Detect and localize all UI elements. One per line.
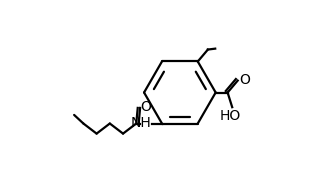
Text: HO: HO bbox=[220, 109, 241, 123]
Text: O: O bbox=[239, 73, 250, 87]
Text: O: O bbox=[140, 100, 151, 114]
Text: NH: NH bbox=[130, 116, 151, 130]
